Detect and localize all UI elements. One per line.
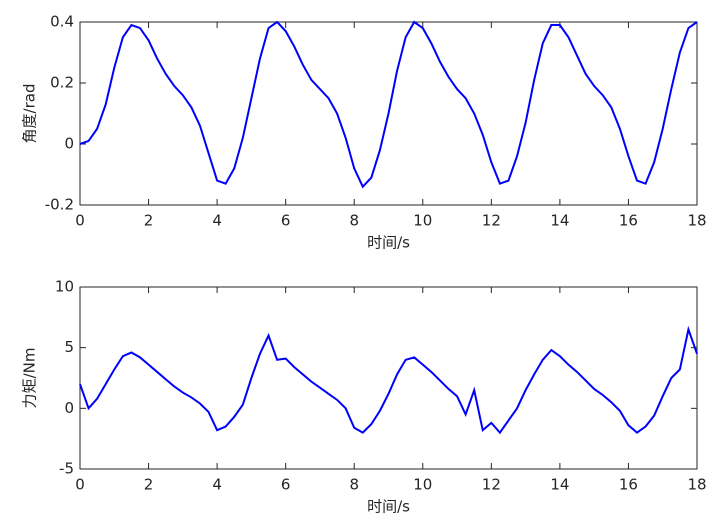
x-tick-label: 10	[413, 476, 432, 494]
x-tick-label: 12	[482, 212, 501, 230]
y-tick-label: -0.2	[45, 196, 74, 214]
x-tick-label: 8	[349, 476, 359, 494]
y-axis-label: 角度/rad	[21, 84, 39, 144]
y-tick-label: -5	[59, 460, 74, 478]
x-tick-label: 12	[482, 476, 501, 494]
x-tick-label: 18	[687, 212, 706, 230]
x-tick-label: 14	[550, 212, 569, 230]
x-tick-label: 16	[619, 476, 638, 494]
y-tick-label: 5	[64, 338, 74, 356]
x-tick-label: 6	[281, 212, 291, 230]
axes-frame	[79, 21, 698, 206]
x-tick-label: 18	[687, 476, 706, 494]
x-tick-label: 2	[144, 212, 154, 230]
y-axis-label: 力矩/Nm	[21, 348, 39, 409]
y-tick-label: 0.4	[50, 13, 74, 31]
x-axis-label: 时间/s	[367, 498, 410, 516]
data-line	[79, 325, 698, 435]
x-tick-label: 6	[281, 476, 291, 494]
x-axis-label: 时间/s	[367, 234, 410, 252]
x-tick-label: 14	[550, 476, 569, 494]
x-tick-label: 0	[75, 212, 85, 230]
data-line	[79, 20, 698, 189]
y-tick-label: 0	[64, 135, 74, 153]
x-tick-label: 10	[413, 212, 432, 230]
x-tick-label: 0	[75, 476, 85, 494]
x-tick-label: 16	[619, 212, 638, 230]
y-tick-label: 0	[64, 399, 74, 417]
y-tick-label: 0.2	[50, 74, 74, 92]
x-tick-label: 4	[212, 212, 222, 230]
axes-frame	[79, 286, 698, 470]
x-tick-label: 8	[349, 212, 359, 230]
x-tick-label: 4	[212, 476, 222, 494]
y-tick-label: 10	[55, 278, 74, 296]
x-tick-label: 2	[144, 476, 154, 494]
